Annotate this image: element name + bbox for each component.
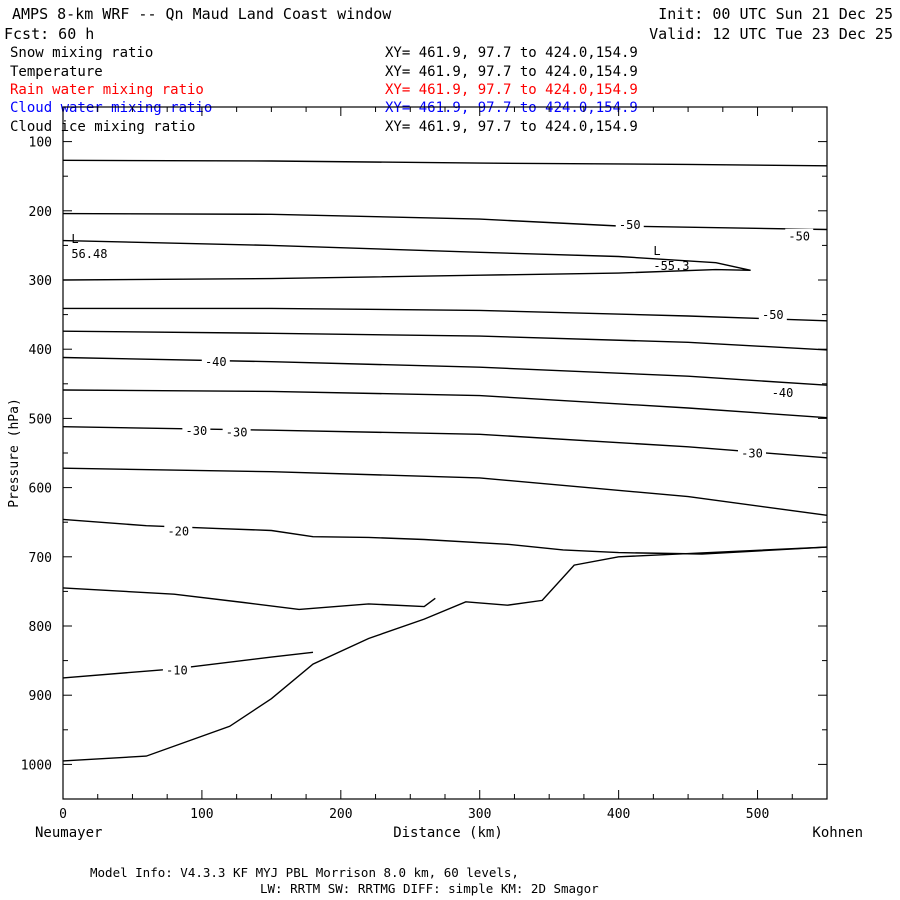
contour-label: -50 [788, 230, 810, 244]
terrain-line [62, 546, 828, 762]
field-name-temperature: Temperature [10, 64, 103, 80]
contour-label: -50 [762, 308, 784, 322]
field-xy-rain: XY= 461.9, 97.7 to 424.0,154.9 [385, 82, 638, 98]
y-tick-label: 900 [29, 689, 52, 704]
isotherm-contour-1 [62, 159, 828, 167]
contour-labels: -50 -50 -50 -40 -40 -30 -30 -30 -20 -10 [162, 216, 814, 678]
contour-label: -40 [205, 355, 227, 369]
isotherm-contour-12 [62, 651, 314, 679]
footer-model-info: Model Info: V4.3.3 KF MYJ PBL Morrison 8… [90, 865, 519, 880]
isotherm-contour-3 [62, 239, 751, 281]
y-tick-label: 300 [29, 274, 52, 289]
y-tick-label: 700 [29, 551, 52, 566]
header-fcst: Fcst: 60 h [4, 25, 94, 43]
x-tick-labels: 0 100 200 300 400 500 [59, 807, 769, 822]
axis-ticks [62, 106, 828, 800]
y-tick-labels: 100 200 300 400 500 600 700 800 900 1000 [21, 136, 52, 774]
x-tick-label: 200 [329, 807, 352, 822]
contour-label: -30 [186, 424, 208, 438]
y-tick-label: 400 [29, 343, 52, 358]
isotherm-contour-2 [62, 212, 828, 231]
contour-label-bg [162, 662, 191, 677]
isotherm-contour-5 [62, 330, 828, 351]
field-xy-cloud-ice: XY= 461.9, 97.7 to 424.0,154.9 [385, 119, 638, 135]
isotherm-contour-10 [62, 518, 828, 555]
isotherm-lines [62, 159, 828, 679]
header-title: AMPS 8-km WRF -- Qn Maud Land Coast wind… [12, 5, 392, 23]
y-tick-label: 500 [29, 412, 52, 427]
y-tick-label: 800 [29, 620, 52, 635]
x-tick-label: 100 [190, 807, 213, 822]
extrema-labels: L56.48 L-55.3 [71, 232, 689, 273]
isotherm-contour-7 [62, 389, 828, 419]
y-axis-title: Pressure (hPa) [7, 398, 22, 508]
contour-label-bg [164, 523, 193, 538]
field-xy-snow: XY= 461.9, 97.7 to 424.0,154.9 [385, 45, 638, 61]
isotherm-contour-6 [62, 356, 828, 386]
field-xy-temperature: XY= 461.9, 97.7 to 424.0,154.9 [385, 64, 638, 80]
field-name-rain: Rain water mixing ratio [10, 82, 204, 98]
isotherm-contour-4 [63, 307, 828, 322]
field-xy-cloud-water: XY= 461.9, 97.7 to 424.0,154.9 [385, 100, 638, 116]
contour-label: -10 [166, 664, 188, 678]
contour-label-bg [737, 445, 766, 460]
x-tick-label: 0 [59, 807, 67, 822]
contour-label-bg [222, 424, 251, 439]
contour-label: -20 [167, 525, 189, 539]
y-tick-label: 600 [29, 482, 52, 497]
extremum-symbol: L [71, 232, 78, 246]
contour-label: -40 [772, 386, 794, 400]
x-start-label: Neumayer [35, 825, 102, 841]
y-tick-label: 200 [29, 205, 52, 220]
x-tick-label: 500 [746, 807, 769, 822]
contour-label-bg [785, 228, 814, 243]
contour-label-bg [615, 216, 644, 231]
field-name-cloud-ice: Cloud ice mixing ratio [10, 119, 195, 135]
extremum-value: -55.3 [653, 259, 689, 273]
contour-label: -50 [619, 218, 641, 232]
isotherm-contour-9 [62, 467, 828, 516]
footer-physics-info: LW: RRTM SW: RRTMG DIFF: simple KM: 2D S… [260, 881, 599, 896]
y-tick-label: 1000 [21, 758, 52, 773]
contour-label-bg [182, 423, 211, 438]
x-tick-label: 300 [468, 807, 491, 822]
field-name-cloud-water: Cloud water mixing ratio [10, 100, 212, 116]
field-name-snow: Snow mixing ratio [10, 45, 153, 61]
x-end-label: Kohnen [812, 825, 863, 841]
contour-label: -30 [741, 446, 763, 460]
x-tick-label: 400 [607, 807, 630, 822]
contour-label-bg [758, 306, 787, 321]
header-valid: Valid: 12 UTC Tue 23 Dec 25 [649, 25, 893, 43]
contour-label-bg [768, 385, 797, 400]
contour-label: -30 [226, 426, 248, 440]
field-legend: Snow mixing ratio XY= 461.9, 97.7 to 424… [10, 45, 638, 135]
extremum-symbol: L [653, 244, 660, 258]
isotherm-contour-8 [62, 426, 828, 459]
isotherm-contour-11 [62, 587, 436, 611]
header-init: Init: 00 UTC Sun 21 Dec 25 [658, 5, 893, 23]
y-tick-label: 100 [29, 136, 52, 151]
plot-frame [62, 106, 828, 800]
contour-label-bg [201, 353, 230, 368]
x-axis-title: Distance (km) [393, 825, 503, 841]
extremum-value: 56.48 [71, 247, 107, 261]
